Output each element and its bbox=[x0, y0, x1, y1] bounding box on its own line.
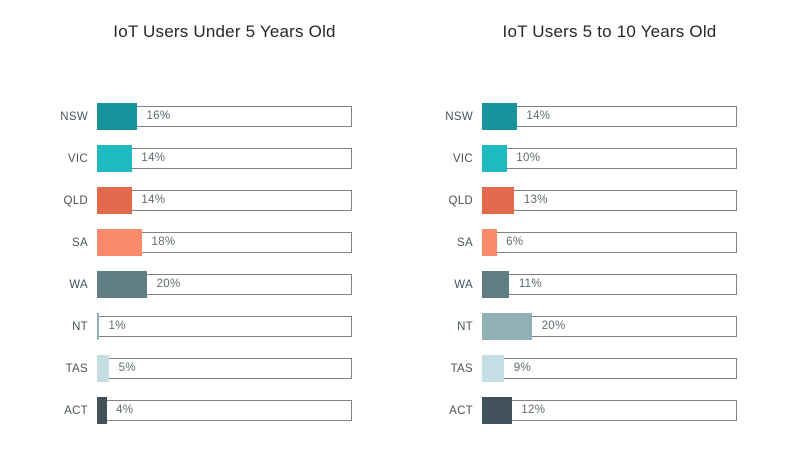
bar-fill bbox=[481, 144, 507, 172]
bar-track: 14% bbox=[96, 186, 352, 214]
bar-fill bbox=[481, 186, 515, 214]
value-label: 14% bbox=[526, 110, 551, 122]
bar-track: 1% bbox=[96, 312, 352, 340]
bar-track: 10% bbox=[481, 144, 737, 172]
bar-row: QLD 13% bbox=[426, 186, 737, 214]
bar-track: 18% bbox=[96, 228, 352, 256]
category-label: VIC bbox=[452, 152, 473, 165]
bar-fill bbox=[481, 228, 497, 256]
category-label: NT bbox=[72, 320, 88, 333]
chart-title: IoT Users Under 5 Years Old bbox=[113, 22, 336, 41]
category-label: QLD bbox=[63, 194, 88, 207]
category-label: VIC bbox=[67, 152, 88, 165]
value-label: 9% bbox=[513, 362, 531, 374]
bar-row: NSW 14% bbox=[426, 102, 737, 130]
bar-row: ACT 12% bbox=[426, 396, 737, 424]
bar-row: TAS 9% bbox=[426, 354, 737, 382]
category-label: SA bbox=[72, 236, 88, 249]
category-label: NSW bbox=[445, 110, 473, 123]
bar-row: VIC 14% bbox=[41, 144, 352, 172]
bar-fill bbox=[96, 270, 148, 298]
category-label: TAS bbox=[65, 362, 88, 375]
bar-fill bbox=[481, 312, 533, 340]
value-label: 11% bbox=[518, 278, 542, 290]
category-label: TAS bbox=[450, 362, 473, 375]
bar-row: SA 6% bbox=[426, 228, 737, 256]
value-label: 14% bbox=[141, 194, 166, 206]
bar-row: WA 20% bbox=[41, 270, 352, 298]
value-label: 6% bbox=[506, 236, 524, 248]
bar-fill bbox=[481, 396, 512, 424]
value-label: 18% bbox=[151, 236, 176, 248]
value-label: 10% bbox=[516, 152, 541, 164]
category-label: NT bbox=[457, 320, 473, 333]
bar-fill bbox=[96, 144, 132, 172]
bar-row: NT 20% bbox=[426, 312, 737, 340]
bar-row: WA 11% bbox=[426, 270, 737, 298]
category-label: NSW bbox=[60, 110, 88, 123]
bar-fill bbox=[96, 396, 107, 424]
bar-track: 12% bbox=[481, 396, 737, 424]
bar-fill bbox=[96, 102, 137, 130]
bar-fill bbox=[96, 354, 110, 382]
value-label: 12% bbox=[521, 404, 546, 416]
category-label: ACT bbox=[449, 404, 473, 417]
value-label: 4% bbox=[116, 404, 134, 416]
bar-track: 20% bbox=[96, 270, 352, 298]
category-label: WA bbox=[454, 278, 473, 291]
value-label: 1% bbox=[108, 320, 126, 332]
value-label: 5% bbox=[118, 362, 136, 374]
category-label: SA bbox=[457, 236, 473, 249]
value-label: 20% bbox=[156, 278, 181, 290]
bar-row: ACT 4% bbox=[41, 396, 352, 424]
bar-row: NSW 16% bbox=[41, 102, 352, 130]
bar-track: 9% bbox=[481, 354, 737, 382]
bar-track: 6% bbox=[481, 228, 737, 256]
bar-track: 5% bbox=[96, 354, 352, 382]
value-label: 20% bbox=[541, 320, 566, 332]
category-label: QLD bbox=[448, 194, 473, 207]
bar-fill bbox=[481, 270, 510, 298]
bar-row: QLD 14% bbox=[41, 186, 352, 214]
category-label: WA bbox=[69, 278, 88, 291]
value-label: 14% bbox=[141, 152, 166, 164]
bar-fill bbox=[96, 186, 132, 214]
bar-rows: NSW 16% VIC 14% QLD 14% SA 18% WA 20% NT 1% TAS 5% ACT… bbox=[41, 102, 352, 442]
bar-row: NT 1% bbox=[41, 312, 352, 340]
bar-track: 20% bbox=[481, 312, 737, 340]
bar-row: TAS 5% bbox=[41, 354, 352, 382]
bar-fill bbox=[481, 354, 505, 382]
bar-track: 11% bbox=[481, 270, 737, 298]
bar-track: 14% bbox=[96, 144, 352, 172]
bar-rows: NSW 14% VIC 10% QLD 13% SA 6% WA 11% NT 20% TAS 9% ACT… bbox=[426, 102, 737, 442]
bar-fill bbox=[481, 102, 517, 130]
bar-fill bbox=[96, 312, 100, 340]
value-label: 13% bbox=[523, 194, 548, 206]
bar-track: 4% bbox=[96, 396, 352, 424]
category-label: ACT bbox=[64, 404, 88, 417]
bar-track: 14% bbox=[481, 102, 737, 130]
bar-fill bbox=[96, 228, 143, 256]
chart-panel-5-to-10: IoT Users 5 to 10 Years Old NSW 14% VIC 10%… bbox=[426, 0, 786, 460]
bar-track: 13% bbox=[481, 186, 737, 214]
bar-row: VIC 10% bbox=[426, 144, 737, 172]
value-label: 16% bbox=[146, 110, 171, 122]
bar-row: SA 18% bbox=[41, 228, 352, 256]
chart-title: IoT Users 5 to 10 Years Old bbox=[502, 22, 717, 41]
bar-track: 16% bbox=[96, 102, 352, 130]
chart-panel-under-5: IoT Users Under 5 Years Old NSW 16% VIC 14%… bbox=[41, 0, 401, 460]
